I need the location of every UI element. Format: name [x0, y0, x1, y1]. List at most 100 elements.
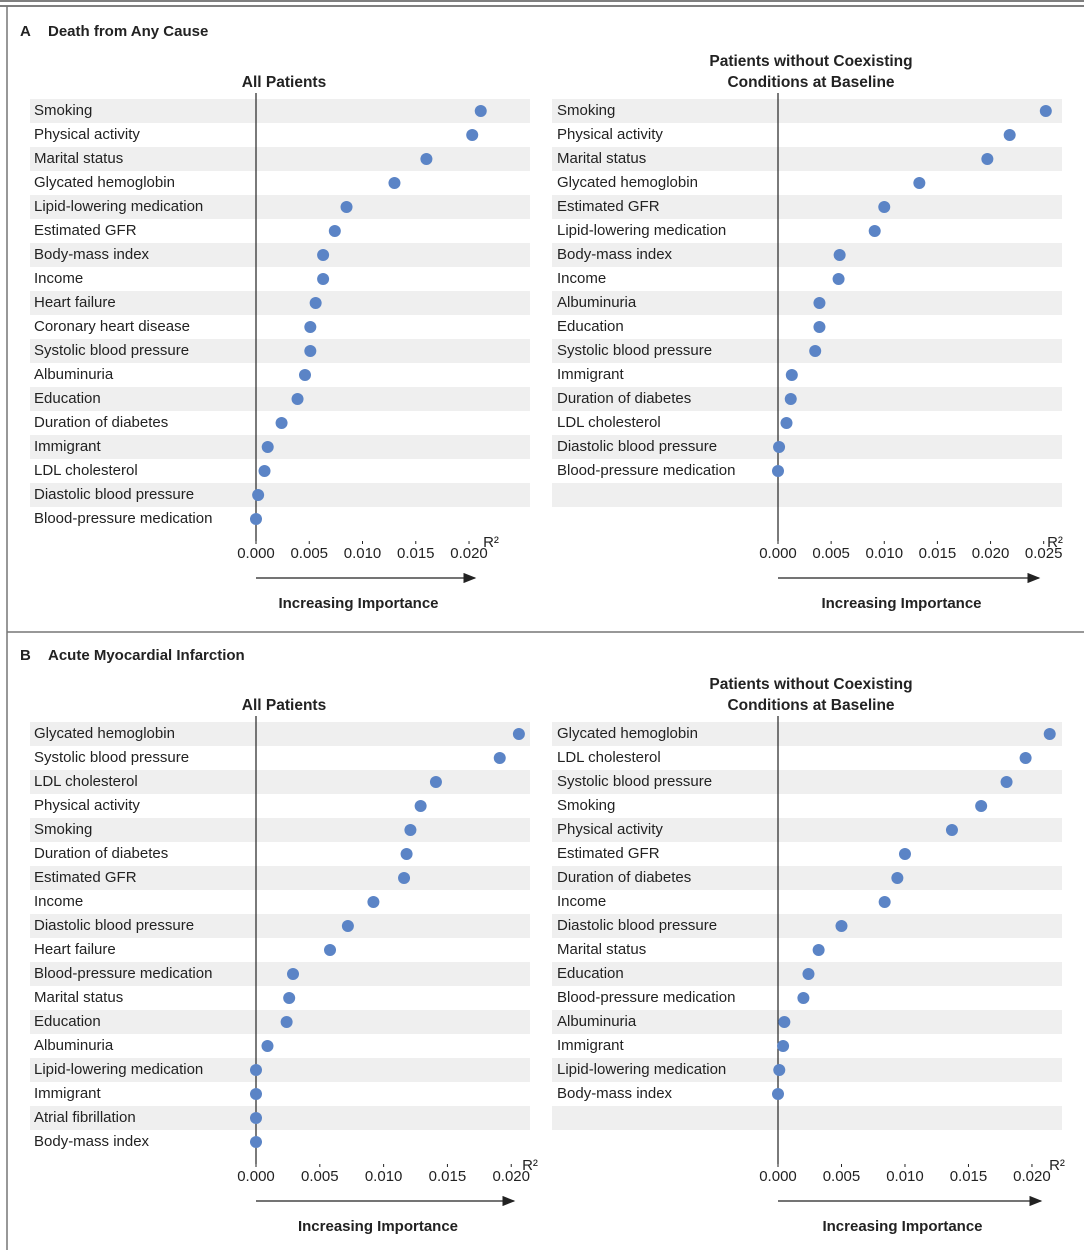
dot: [283, 992, 296, 1004]
dot: [1019, 752, 1032, 764]
x-tick-label: 0.000: [237, 1168, 275, 1185]
dot: [778, 1016, 791, 1028]
category-label: Duration of diabetes: [34, 414, 168, 431]
category-label: Blood-pressure medication: [34, 965, 212, 982]
row-band: [30, 1058, 530, 1082]
row-band: [552, 1010, 1062, 1034]
panel-letter: B: [20, 647, 31, 664]
dot: [341, 920, 354, 932]
row-band: [552, 291, 1062, 315]
category-label: Albuminuria: [557, 1013, 637, 1030]
category-label: Marital status: [34, 989, 123, 1006]
dot: [772, 465, 784, 477]
category-label: Blood-pressure medication: [557, 462, 735, 479]
row-band: [552, 195, 1062, 219]
category-label: Smoking: [34, 102, 92, 119]
x-tick-label: 0.000: [759, 1168, 797, 1185]
dot: [340, 201, 353, 213]
row-band: [552, 435, 1062, 459]
dot: [878, 201, 891, 213]
category-label: Estimated GFR: [557, 198, 660, 215]
x-tick-label: 0.005: [301, 1168, 339, 1185]
row-band: [30, 435, 530, 459]
x-tick-label: 0.015: [919, 545, 957, 562]
dot: [291, 393, 304, 405]
category-label: Systolic blood pressure: [34, 342, 189, 359]
chart-title: All Patients: [241, 74, 327, 91]
row-band: [30, 770, 530, 794]
category-label: Systolic blood pressure: [34, 749, 189, 766]
row-band: [552, 99, 1062, 123]
dot: [981, 153, 994, 165]
row-band: [552, 818, 1062, 842]
row-band: [552, 243, 1062, 267]
row-band: [30, 291, 530, 315]
dot: [400, 848, 413, 860]
category-label: Heart failure: [34, 294, 116, 311]
category-label: Duration of diabetes: [34, 845, 168, 862]
dot: [404, 824, 417, 836]
row-band: [552, 147, 1062, 171]
x-tick-label: 0.005: [290, 545, 328, 562]
x-axis-label: R²: [483, 534, 499, 551]
category-label: Immigrant: [34, 1085, 102, 1102]
dot: [772, 1088, 784, 1100]
dot: [252, 489, 265, 501]
x-tick-label: 0.020: [450, 545, 488, 562]
dot: [809, 345, 822, 357]
category-label: Smoking: [557, 102, 615, 119]
chart-title: Patients without Coexisting Conditions a…: [709, 676, 913, 714]
panel-title: Acute Myocardial Infarction: [48, 647, 245, 664]
category-label: Education: [557, 318, 624, 335]
dot: [250, 1064, 262, 1076]
dot: [780, 417, 793, 429]
dot: [1043, 728, 1056, 740]
dot: [367, 896, 380, 908]
dot: [512, 728, 525, 740]
category-label: Estimated GFR: [34, 869, 137, 886]
row-band: [552, 914, 1062, 938]
dot: [261, 1040, 274, 1052]
dot: [250, 1088, 262, 1100]
dot: [317, 249, 330, 261]
row-band: [30, 387, 530, 411]
dot: [785, 369, 798, 381]
annotation: Increasing Importance: [821, 595, 981, 612]
dot: [813, 321, 826, 333]
row-band: [30, 722, 530, 746]
annotation: Increasing Importance: [822, 1218, 982, 1235]
category-label: Education: [557, 965, 624, 982]
dot: [773, 441, 786, 453]
category-label: Coronary heart disease: [34, 318, 190, 335]
category-label: Lipid-lowering medication: [34, 198, 203, 215]
category-label: Body-mass index: [34, 1133, 150, 1150]
category-label: Blood-pressure medication: [34, 510, 212, 527]
category-label: Education: [34, 1013, 101, 1030]
dot: [275, 417, 288, 429]
category-label: Smoking: [34, 821, 92, 838]
row-band: [552, 1058, 1062, 1082]
dot: [777, 1040, 790, 1052]
x-tick-label: 0.015: [429, 1168, 467, 1185]
row-band: [552, 866, 1062, 890]
category-label: Physical activity: [34, 797, 140, 814]
dot: [813, 297, 826, 309]
category-label: Body-mass index: [557, 246, 673, 263]
dot: [493, 752, 506, 764]
x-tick-label: 0.000: [759, 545, 797, 562]
category-label: Income: [557, 893, 606, 910]
dot: [835, 920, 848, 932]
dot: [802, 968, 815, 980]
annotation: Increasing Importance: [298, 1218, 458, 1235]
dot: [328, 225, 341, 237]
category-label: Income: [34, 893, 83, 910]
chart-title: Patients without Coexisting Conditions a…: [709, 53, 913, 91]
row-band: [30, 914, 530, 938]
category-label: Physical activity: [557, 126, 663, 143]
category-label: Physical activity: [557, 821, 663, 838]
dot: [298, 369, 311, 381]
row-band: [30, 195, 530, 219]
panel-letter: A: [20, 23, 31, 40]
